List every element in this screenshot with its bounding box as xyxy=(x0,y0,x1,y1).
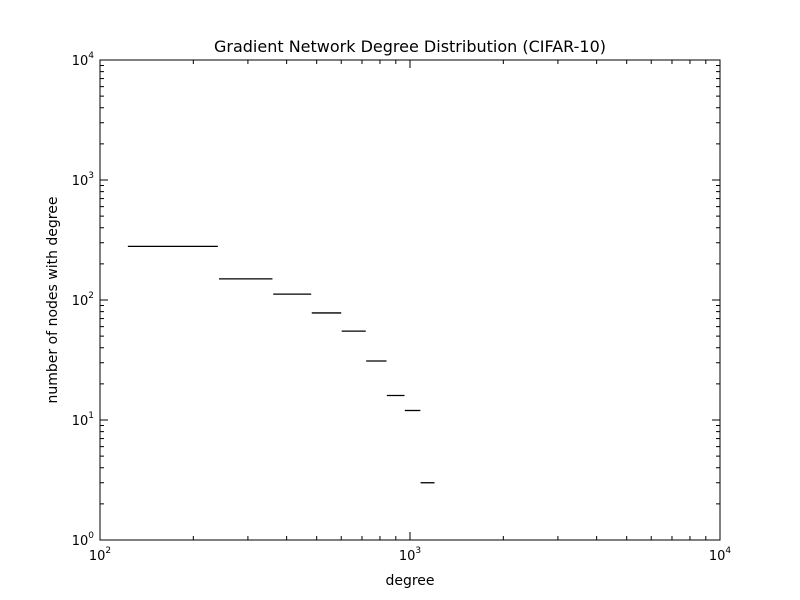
x-tick-label-base: 10 xyxy=(399,549,416,564)
y-tick-label-exponent: 3 xyxy=(88,171,94,181)
x-tick-label-exponent: 3 xyxy=(415,546,421,556)
y-tick-label-exponent: 1 xyxy=(88,411,94,421)
chart-title: Gradient Network Degree Distribution (CI… xyxy=(214,37,606,56)
x-axis-label: degree xyxy=(385,573,434,589)
y-tick-label-exponent: 2 xyxy=(88,291,94,301)
x-tick-label: 104 xyxy=(709,546,732,564)
y-tick-label-exponent: 0 xyxy=(88,531,94,541)
y-tick-label: 100 xyxy=(72,531,95,549)
y-tick-label: 102 xyxy=(72,291,94,309)
y-axis-label: number of nodes with degree xyxy=(45,197,61,404)
y-tick-label-base: 10 xyxy=(72,534,89,549)
y-tick-label: 101 xyxy=(72,411,94,429)
ticks xyxy=(99,59,721,541)
y-tick-label-base: 10 xyxy=(72,54,89,69)
x-tick-label-base: 10 xyxy=(709,549,726,564)
y-tick-label-base: 10 xyxy=(72,294,89,309)
y-tick-label-exponent: 4 xyxy=(88,51,94,61)
x-tick-label-base: 10 xyxy=(89,549,106,564)
x-tick-label: 103 xyxy=(399,546,421,564)
y-tick-label: 104 xyxy=(72,51,95,69)
x-tick-label-exponent: 2 xyxy=(105,546,111,556)
y-tick-label: 103 xyxy=(72,171,94,189)
x-tick-label-exponent: 4 xyxy=(725,546,731,556)
x-tick-label: 102 xyxy=(89,546,111,564)
y-tick-label-base: 10 xyxy=(72,174,89,189)
y-tick-label-base: 10 xyxy=(72,414,89,429)
data-series xyxy=(127,245,435,484)
